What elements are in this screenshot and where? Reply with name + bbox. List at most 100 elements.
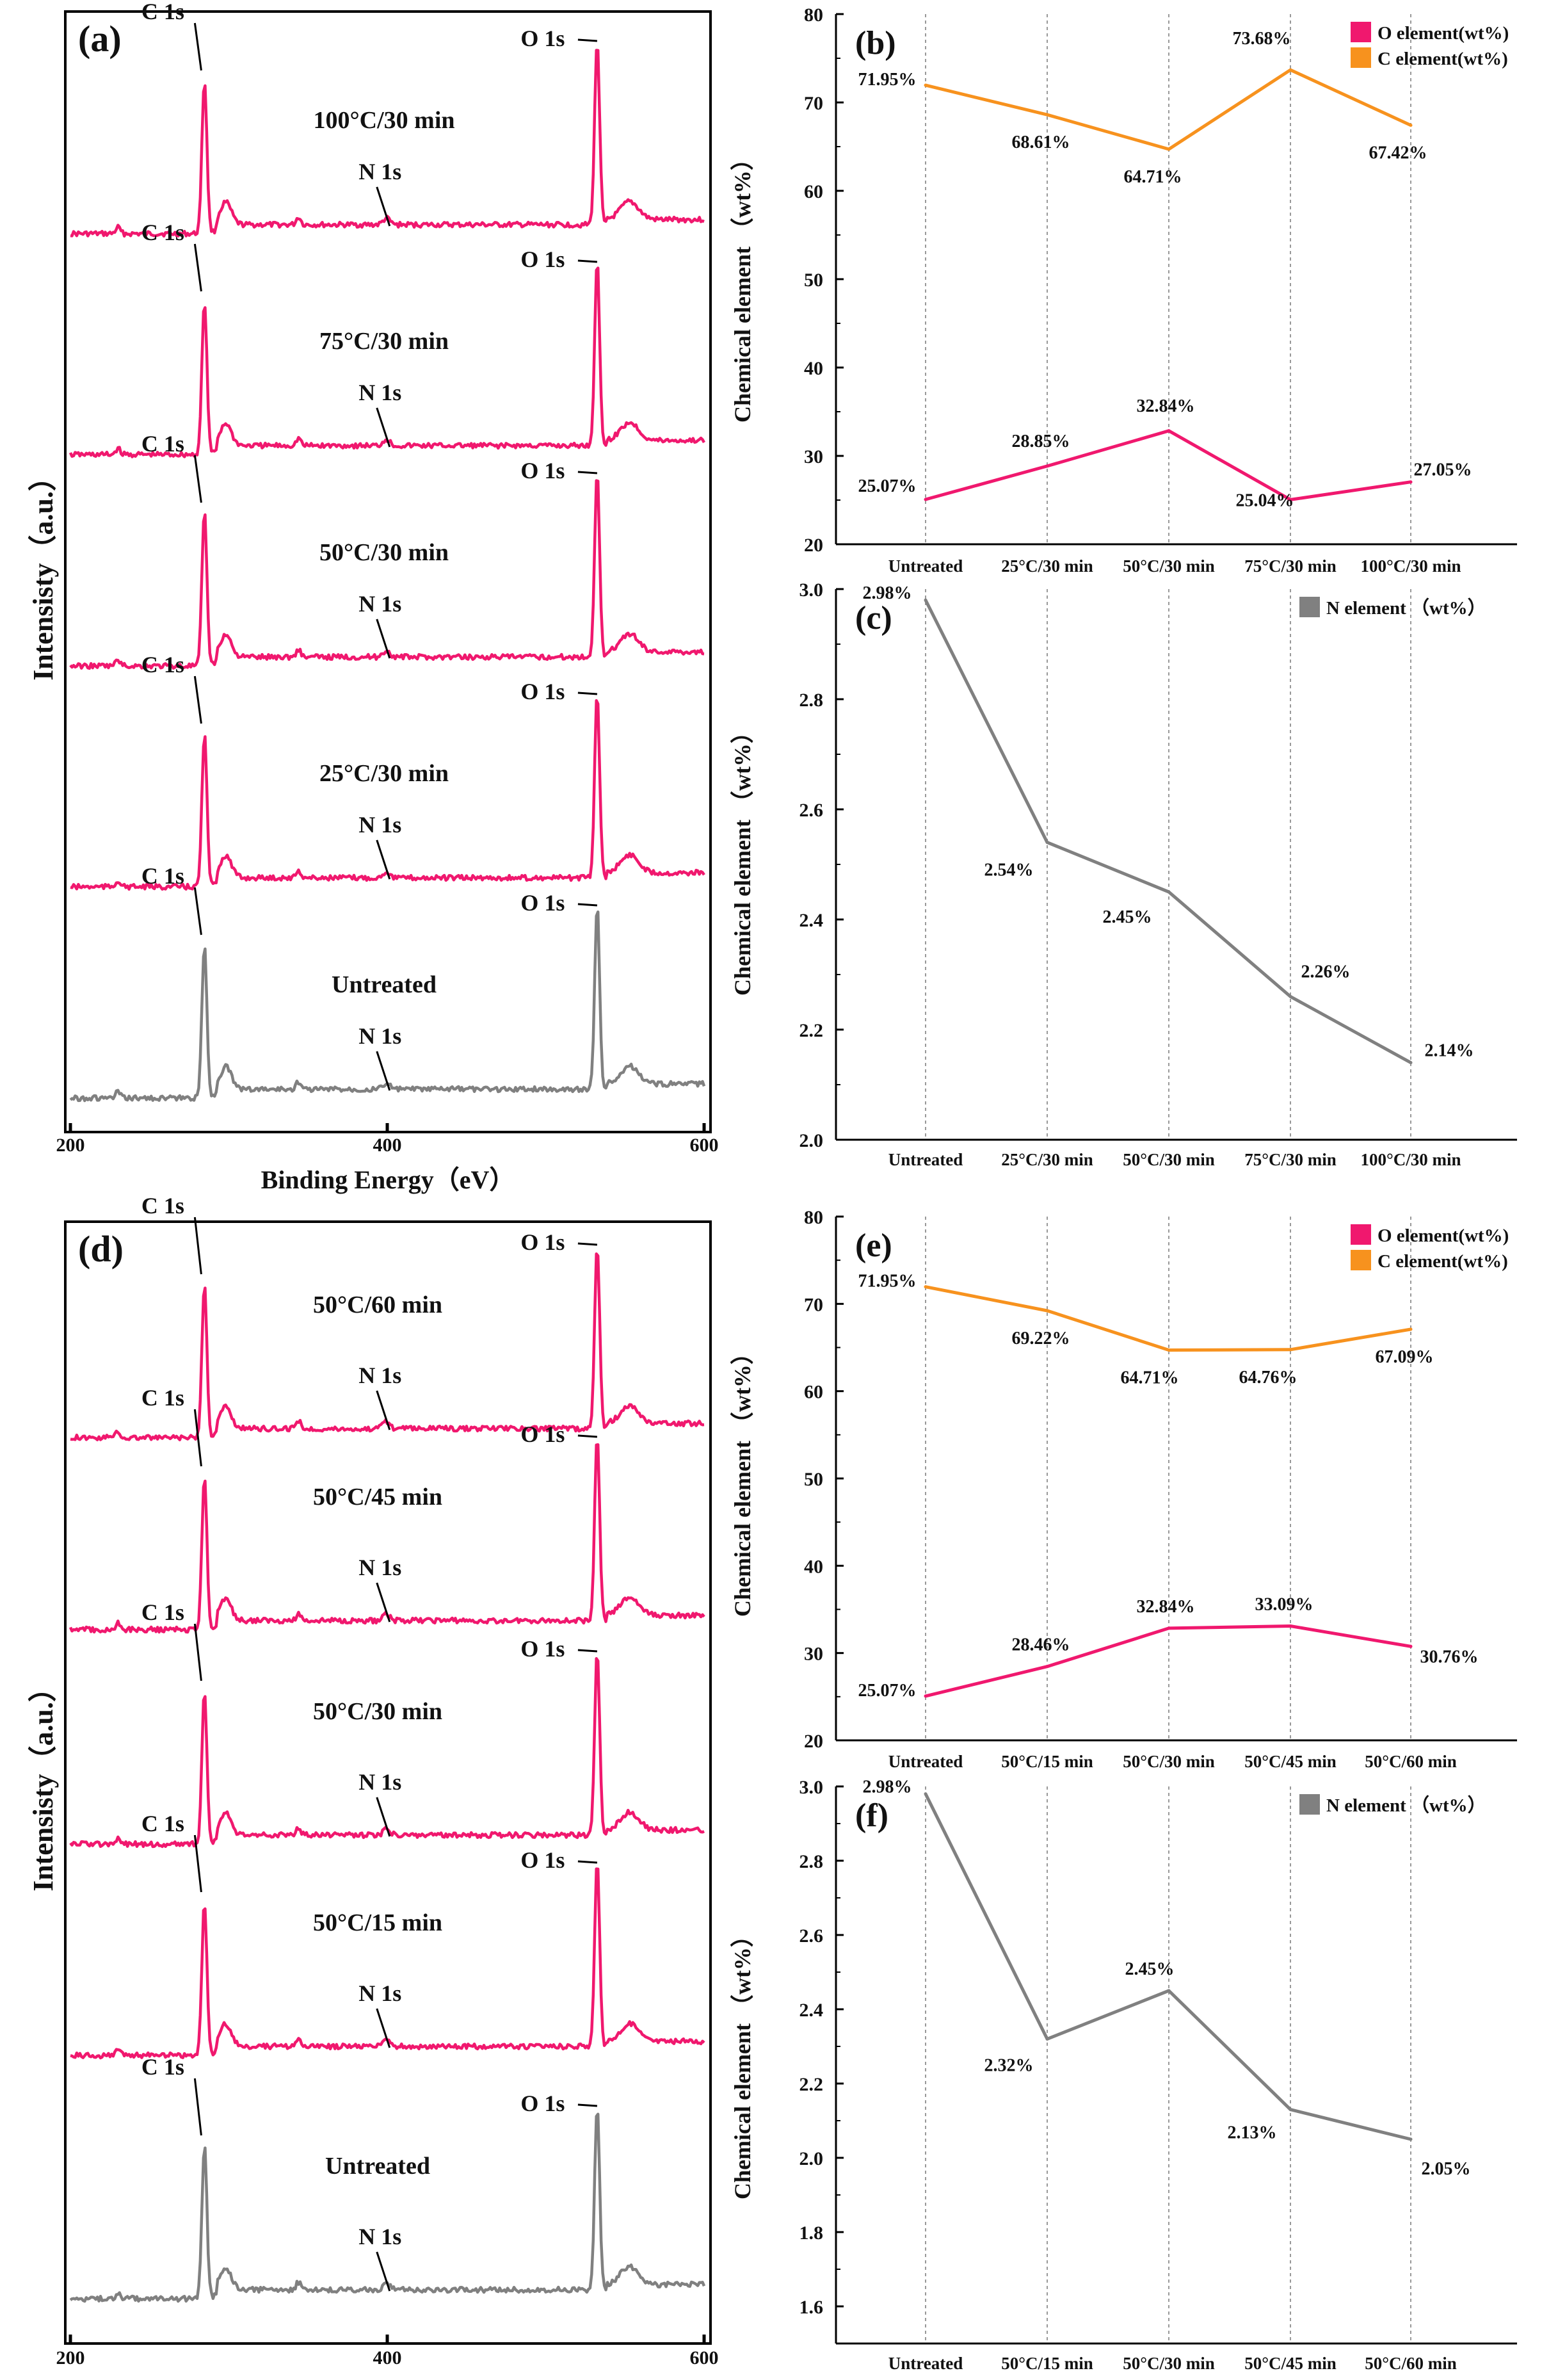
data-point-c-0-0 (924, 598, 928, 602)
data-point-c-0-4 (1409, 1061, 1413, 1065)
peak-label-n1s-a-4: N 1s (358, 1023, 401, 1049)
data-label-b-1-0: 71.95% (858, 70, 917, 90)
leader-n-a-2 (376, 619, 391, 659)
peak-label-o1s-d-4: O 1s (520, 2091, 565, 2116)
category-label-b-2: 50°C/30 min (1123, 556, 1215, 576)
data-label-f-0-1: 2.32% (984, 2055, 1034, 2075)
y-axis-title-d: Intensisty（a.u.） (28, 1674, 59, 1891)
leader-o-a-2 (577, 471, 597, 474)
data-label-f-0-2: 2.45% (1125, 1959, 1175, 1979)
category-label-f-3: 50°C/45 min (1244, 2354, 1337, 2373)
data-label-c-0-4: 2.14% (1425, 1041, 1474, 1061)
y-axis-title-b: Chemical element （wt%） (730, 147, 755, 423)
data-label-f-0-0: 2.98% (863, 1777, 912, 1797)
y-tick-label-f-4: 2.4 (799, 2000, 824, 2021)
category-label-b-1: 25°C/30 min (1001, 556, 1093, 576)
leader-o-a-1 (577, 259, 597, 263)
data-label-c-0-1: 2.54% (984, 861, 1034, 880)
y-tick-label-e-6: 80 (804, 1207, 823, 1228)
y-tick-label-e-1: 30 (804, 1644, 823, 1665)
legend-label-e-1: C element(wt%) (1377, 1251, 1508, 1272)
leader-o-d-2 (577, 1649, 597, 1653)
peak-label-o1s-a-2: O 1s (520, 458, 565, 483)
leader-c-a-2 (193, 455, 202, 503)
peak-label-n1s-a-1: N 1s (358, 380, 401, 405)
legend-swatch-f-0 (1299, 1794, 1320, 1815)
category-label-b-4: 100°C/30 min (1360, 556, 1461, 576)
data-point-c-0-2 (1167, 890, 1171, 894)
peak-label-c1s-d-3: C 1s (141, 1811, 184, 1836)
spectrum-name-d-2: 50°C/30 min (313, 1698, 442, 1725)
leader-n-a-0 (376, 186, 391, 227)
x-tick-label-d-1: 400 (373, 2347, 402, 2368)
y-tick-label-f-1: 1.8 (799, 2222, 824, 2244)
category-label-f-2: 50°C/30 min (1123, 2354, 1215, 2373)
peak-label-n1s-d-4: N 1s (358, 2224, 401, 2249)
peak-label-n1s-a-3: N 1s (358, 812, 401, 838)
legend-swatch-e-0 (1351, 1224, 1371, 1245)
y-tick-label-c-1: 2.2 (799, 1020, 824, 1041)
legend-label-c-0: N element （wt%） (1326, 597, 1486, 619)
legend-swatch-b-0 (1351, 22, 1371, 42)
category-label-e-2: 50°C/30 min (1123, 1752, 1215, 1771)
leader-n-d-2 (376, 1797, 391, 1837)
data-label-b-1-3: 73.68% (1233, 29, 1291, 49)
legend-swatch-b-1 (1351, 47, 1371, 68)
leader-c-a-3 (193, 676, 202, 724)
data-point-b-1-0 (924, 83, 928, 87)
y-tick-label-e-0: 20 (804, 1731, 823, 1752)
leader-o-d-3 (577, 1860, 597, 1864)
data-label-e-0-4: 30.76% (1420, 1647, 1479, 1667)
data-point-e-1-0 (924, 1285, 928, 1289)
y-tick-label-f-7: 3.0 (799, 1777, 824, 1798)
leader-n-d-0 (376, 1390, 391, 1430)
data-label-b-0-3: 25.04% (1236, 490, 1294, 510)
category-label-c-3: 75°C/30 min (1244, 1150, 1337, 1169)
y-tick-label-c-2: 2.4 (799, 910, 824, 931)
leader-n-a-1 (376, 407, 391, 448)
leader-c-d-4 (193, 2078, 202, 2136)
peak-label-n1s-a-0: N 1s (358, 159, 401, 184)
category-label-e-1: 50°C/15 min (1001, 1752, 1093, 1771)
data-label-b-0-2: 32.84% (1137, 396, 1195, 416)
category-label-f-0: Untreated (888, 2354, 963, 2373)
y-tick-label-c-5: 3.0 (799, 579, 824, 601)
data-point-f-0-3 (1289, 2108, 1292, 2112)
category-label-b-3: 75°C/30 min (1244, 556, 1337, 576)
peak-label-o1s-d-3: O 1s (520, 1847, 565, 1873)
data-point-b-0-1 (1045, 464, 1049, 468)
data-label-b-0-4: 27.05% (1414, 460, 1472, 480)
peak-label-c1s-a-2: C 1s (141, 431, 184, 457)
y-tick-label-c-0: 2.0 (799, 1130, 824, 1151)
category-label-e-0: Untreated (888, 1752, 963, 1771)
data-label-b-1-4: 67.42% (1369, 143, 1427, 163)
data-label-e-0-1: 28.46% (1012, 1635, 1070, 1655)
y-tick-label-b-4: 60 (804, 181, 823, 202)
peak-label-c1s-a-0: C 1s (141, 0, 184, 24)
category-label-b-0: Untreated (888, 556, 963, 576)
data-point-b-1-2 (1167, 147, 1171, 151)
peak-label-o1s-a-0: O 1s (520, 26, 565, 51)
peak-label-c1s-a-1: C 1s (141, 220, 184, 245)
y-tick-label-e-4: 60 (804, 1382, 823, 1403)
peak-label-c1s-d-2: C 1s (141, 1599, 184, 1625)
panel-label-e: (e) (855, 1227, 892, 1264)
category-label-f-1: 50°C/15 min (1001, 2354, 1093, 2373)
category-label-c-0: Untreated (888, 1150, 963, 1169)
spectrum-name-a-2: 50°C/30 min (319, 539, 449, 566)
category-label-f-4: 50°C/60 min (1365, 2354, 1457, 2373)
spectrum-a-0 (70, 49, 705, 238)
y-tick-label-e-3: 50 (804, 1469, 823, 1490)
data-label-e-1-0: 71.95% (858, 1272, 917, 1291)
y-axis-title-a: Intensisty（a.u.） (28, 463, 59, 681)
legend-swatch-c-0 (1299, 597, 1320, 617)
data-label-b-1-1: 68.61% (1012, 133, 1070, 152)
data-point-e-0-2 (1167, 1626, 1171, 1630)
data-point-e-0-0 (924, 1694, 928, 1698)
peak-label-o1s-a-4: O 1s (520, 890, 565, 916)
data-label-c-0-3: 2.26% (1301, 962, 1351, 982)
peak-label-o1s-a-3: O 1s (520, 679, 565, 704)
data-point-e-1-1 (1045, 1309, 1049, 1313)
leader-c-a-1 (193, 243, 202, 292)
